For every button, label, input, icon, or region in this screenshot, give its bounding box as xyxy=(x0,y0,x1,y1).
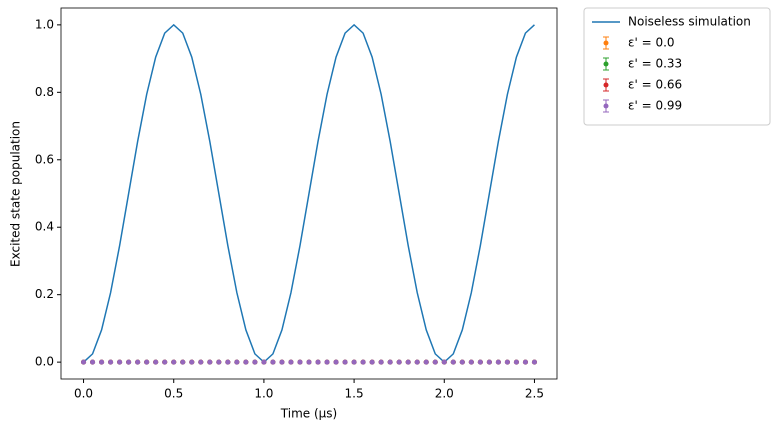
data-point xyxy=(441,359,447,365)
data-point xyxy=(315,359,321,365)
y-tick-label: 1.0 xyxy=(35,17,54,31)
plot-frame xyxy=(60,7,558,380)
data-point xyxy=(333,359,339,365)
data-point xyxy=(342,359,348,365)
legend-label: ε' = 0.66 xyxy=(628,78,682,92)
data-point xyxy=(108,359,114,365)
data-point xyxy=(180,359,186,365)
y-axis-label: Excited state population xyxy=(9,121,23,267)
data-point xyxy=(135,359,141,365)
data-point xyxy=(513,359,519,365)
x-tick-label: 1.0 xyxy=(254,387,273,401)
data-point xyxy=(279,359,285,365)
legend-box xyxy=(583,7,771,126)
data-point xyxy=(423,359,429,365)
data-point xyxy=(486,359,492,365)
x-tick-label: 2.5 xyxy=(525,387,544,401)
data-point xyxy=(297,359,303,365)
data-point xyxy=(396,359,402,365)
y-tick-label: 0.0 xyxy=(35,355,54,369)
data-point xyxy=(450,359,456,365)
series-line xyxy=(83,23,535,364)
y-tick-label: 0.4 xyxy=(35,220,54,234)
data-point xyxy=(306,359,312,365)
legend-label: Noiseless simulation xyxy=(628,15,751,29)
data-point xyxy=(495,359,501,365)
data-point xyxy=(504,359,510,365)
data-point xyxy=(432,359,438,365)
data-point xyxy=(369,359,375,365)
data-point xyxy=(243,359,249,365)
data-point xyxy=(189,359,195,365)
data-point xyxy=(459,359,465,365)
data-point xyxy=(522,359,528,365)
data-point xyxy=(90,359,96,365)
legend-swatch xyxy=(603,103,609,109)
x-tick-label: 0.0 xyxy=(74,387,93,401)
legend-label: ε' = 0.0 xyxy=(628,36,675,50)
x-axis-label: Time (μs) xyxy=(280,407,337,421)
data-point xyxy=(171,359,177,365)
legend-swatch xyxy=(603,61,609,67)
x-tick-label: 0.5 xyxy=(164,387,183,401)
data-point xyxy=(270,359,276,365)
data-point xyxy=(477,359,483,365)
data-point xyxy=(288,359,294,365)
data-point xyxy=(99,359,105,365)
data-point xyxy=(468,359,474,365)
data-point xyxy=(405,359,411,365)
data-point xyxy=(225,359,231,365)
data-point xyxy=(324,359,330,365)
data-point xyxy=(387,359,393,365)
y-tick-label: 0.6 xyxy=(35,152,54,166)
data-point xyxy=(378,359,384,365)
data-point xyxy=(117,359,123,365)
data-point xyxy=(198,359,204,365)
data-point xyxy=(351,359,357,365)
legend-label: ε' = 0.33 xyxy=(628,57,682,71)
data-point xyxy=(360,359,366,365)
data-point xyxy=(234,359,240,365)
legend-swatch xyxy=(603,40,609,46)
data-point xyxy=(153,359,159,365)
data-point xyxy=(207,359,213,365)
data-point xyxy=(414,359,420,365)
x-tick-label: 1.5 xyxy=(345,387,364,401)
data-point xyxy=(252,359,258,365)
legend-label: ε' = 0.99 xyxy=(628,99,682,113)
data-point xyxy=(531,359,537,365)
data-point xyxy=(261,359,267,365)
data-point xyxy=(126,359,132,365)
data-point xyxy=(81,359,87,365)
y-tick-label: 0.2 xyxy=(35,287,54,301)
y-tick-label: 0.8 xyxy=(35,85,54,99)
x-tick-label: 2.0 xyxy=(435,387,454,401)
data-point xyxy=(162,359,168,365)
data-point xyxy=(216,359,222,365)
legend-swatch xyxy=(603,82,609,88)
data-point xyxy=(144,359,150,365)
